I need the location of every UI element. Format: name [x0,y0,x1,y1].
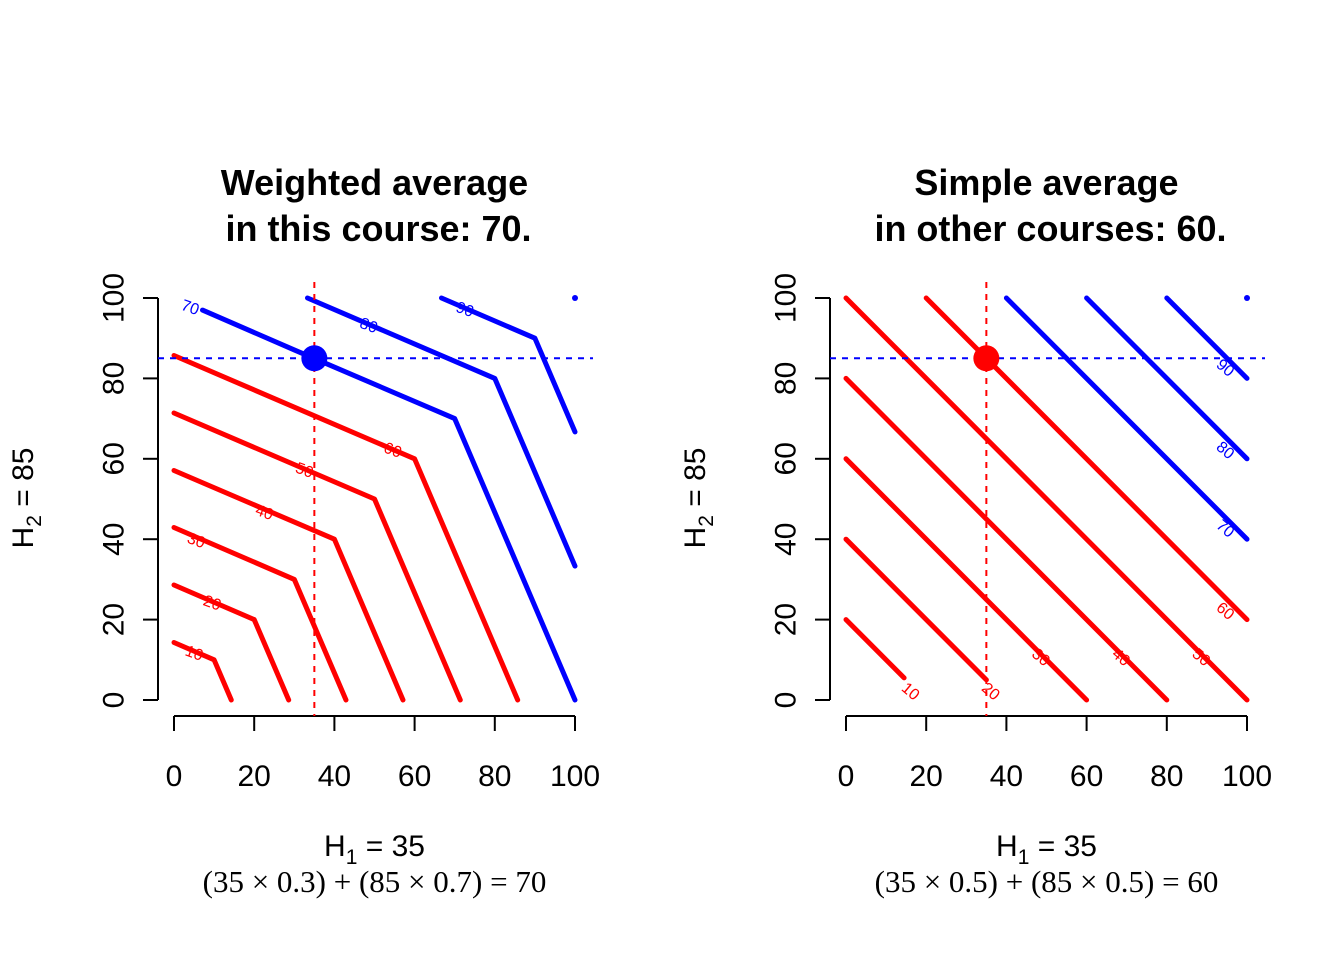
left-contour-label-60: 60 [381,440,404,462]
left-contour-40 [171,468,406,703]
right-x-tick-label: 60 [1070,760,1103,793]
right-contour-40 [843,375,1170,703]
right-contour-label-40: 40 [1108,646,1133,671]
left-contour-label-40: 40 [253,502,276,524]
left-y-tick-label: 40 [98,523,131,556]
right-contour-100 [1244,295,1250,301]
left-contour-label-80: 80 [357,315,380,337]
right-y-axis-label: H2 = 85 [679,448,718,549]
left-contour-70 [200,307,578,703]
left-x-tick-label: 40 [318,760,351,793]
left-contour-20 [171,582,292,703]
right-y-tick-label: 40 [770,523,803,556]
right-contour-60 [923,295,1250,623]
right-chart: Simple average in other courses: 60. 0 20 40… [679,162,1272,899]
right-contour-70 [1003,295,1250,542]
left-contour-label-10: 10 [183,643,206,665]
right-y-tick-label: 20 [770,603,803,636]
right-contour-label-20: 20 [978,680,1003,705]
right-student-point [973,345,1000,372]
right-contour-label-50: 50 [1189,646,1214,671]
left-contour-90 [439,295,578,435]
left-contour-10 [171,640,234,703]
right-contour-label-70: 70 [1213,517,1238,542]
left-y-tick-label: 80 [98,362,131,395]
left-formula: (35 × 0.3) + (85 × 0.7) = 70 [203,864,547,899]
right-title-line2: in other courses: 60. [874,208,1226,249]
left-contour-60 [171,353,521,703]
left-contour-label-20: 20 [201,592,224,614]
left-x-tick-label: 100 [550,760,600,793]
right-y-tick-label: 80 [770,362,803,395]
right-contour-80 [1084,295,1250,462]
left-student-point [301,345,328,372]
left-contour-label-30: 30 [185,530,208,552]
left-x-tick-label: 60 [398,760,431,793]
left-chart: Weighted average in this course: 70. 0 20 40… [7,162,600,899]
right-contour-label-10: 10 [898,680,923,705]
right-contour-20 [843,536,989,683]
left-contour-label-50: 50 [293,460,316,482]
right-title-line1: Simple average [914,162,1178,203]
left-x-tick-label: 80 [478,760,511,793]
left-y-tick-label: 20 [98,603,131,636]
left-y-tick-label: 0 [98,692,131,709]
left-contour-30 [171,525,349,703]
left-title-line1: Weighted average [221,162,528,203]
left-contour-100 [572,295,578,301]
right-x-axis-label: H1 = 35 [996,830,1097,869]
left-x-tick-label: 20 [238,760,271,793]
right-y-tick-label: 60 [770,442,803,475]
left-contour-80 [305,295,578,569]
right-y-tick-label: 0 [770,692,803,709]
left-title-line2: in this course: 70. [225,208,531,249]
left-y-tick-label: 60 [98,442,131,475]
right-x-tick-label: 80 [1150,760,1183,793]
right-contour-30 [843,456,1090,703]
left-contour-label-70: 70 [179,297,202,319]
right-y-tick-label: 100 [770,273,803,323]
left-y-axis-label: H2 = 85 [7,448,46,549]
right-contour-90 [1164,295,1250,381]
right-x-tick-label: 20 [910,760,943,793]
left-contour-50 [171,410,463,703]
left-contour-label-90: 90 [453,299,476,321]
right-formula: (35 × 0.5) + (85 × 0.5) = 60 [875,864,1219,899]
right-contour-10 [843,617,907,681]
right-x-tick-label: 40 [990,760,1023,793]
right-x-tick-label: 0 [838,760,855,793]
right-x-tick-label: 100 [1222,760,1272,793]
right-contour-label-90: 90 [1213,356,1238,381]
right-contour-50 [843,295,1250,703]
right-contour-label-30: 30 [1028,646,1053,671]
left-y-tick-label: 100 [98,273,131,323]
left-x-tick-label: 0 [166,760,183,793]
left-x-axis-label: H1 = 35 [324,830,425,869]
